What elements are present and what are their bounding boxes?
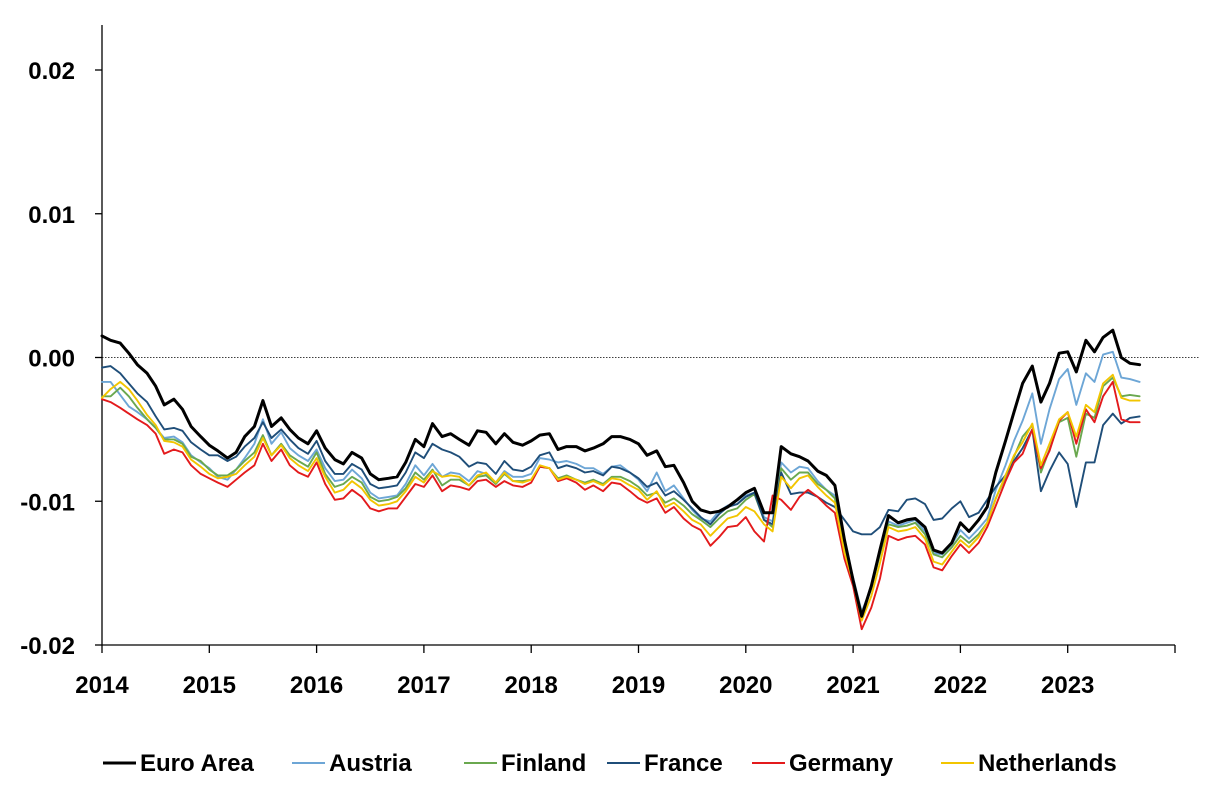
series-line-france	[101, 365, 1141, 536]
y-tick-label: 0.02	[28, 58, 75, 85]
chart-legend: Euro Area Austria Finland France Germany Neth…	[103, 750, 1117, 777]
x-tick-label: 2014	[75, 672, 129, 699]
x-tick-label: 2015	[183, 672, 236, 699]
series-line-netherlands	[101, 373, 1141, 622]
series-line-germany	[101, 380, 1141, 631]
series-layer	[100, 328, 1142, 631]
y-tick-label: -0.02	[20, 633, 75, 660]
y-tick-label: 0.00	[28, 346, 75, 373]
x-tick-label: 2022	[934, 672, 987, 699]
x-tick-label: 2019	[612, 672, 665, 699]
legend-label: Netherlands	[978, 750, 1117, 777]
legend-label: Austria	[329, 750, 412, 777]
x-tick-label: 2020	[719, 672, 772, 699]
legend-label: France	[644, 750, 723, 777]
x-tick-label: 2017	[397, 672, 450, 699]
legend-label: Germany	[789, 750, 894, 777]
series-line-austria	[101, 350, 1141, 613]
legend-label: Finland	[501, 750, 586, 777]
x-tick-label: 2023	[1041, 672, 1094, 699]
x-tick-label: 2021	[826, 672, 879, 699]
y-tick-label: 0.01	[28, 202, 75, 229]
y-tick-label: -0.01	[20, 489, 75, 516]
legend-label: Euro Area	[140, 750, 254, 777]
x-tick-label: 2018	[505, 672, 558, 699]
x-tick-label: 2016	[290, 672, 343, 699]
series-line-euro-area	[100, 328, 1142, 618]
